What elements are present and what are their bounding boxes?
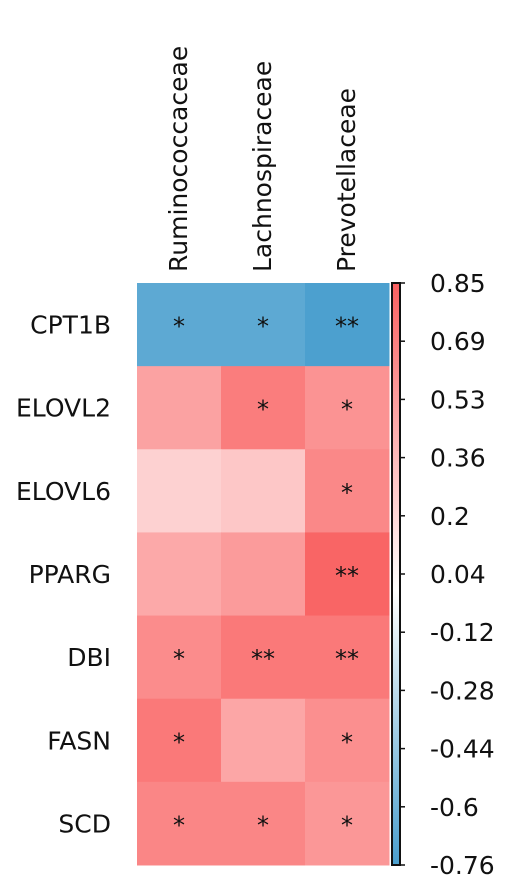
significance-marker: * [173, 728, 185, 756]
row-label: FASN [47, 726, 111, 755]
heatmap-cell-cpt1b-prevotellaceae [305, 283, 390, 367]
column-label: Lachnospiraceae [248, 61, 277, 272]
heatmap-cell-elovl2-ruminococcaceae [137, 366, 222, 450]
significance-marker: * [341, 728, 353, 756]
heatmap-cell-elovl2-lachnospiraceae [221, 366, 306, 450]
heatmap-cell-dbi-ruminococcaceae [137, 615, 222, 700]
column-labels: Ruminococcaceae Lachnospiraceae Prevotella… [164, 46, 361, 272]
significance-marker: * [257, 811, 269, 839]
significance-marker: * [173, 645, 185, 673]
colorbar-tick-label: 0.36 [430, 444, 486, 473]
row-labels: CPT1B ELOVL2 ELOVL6 PPARG DBI FASN SCD [16, 311, 111, 839]
column-label: Ruminococcaceae [164, 46, 193, 272]
colorbar-tick-label: 0.53 [430, 385, 486, 414]
colorbar-tick-label: 0.04 [430, 560, 486, 589]
significance-marker: ** [335, 562, 359, 590]
heatmap-cell-dbi-prevotellaceae [305, 615, 390, 700]
colorbar-tick-label: 0.85 [430, 269, 486, 298]
colorbar-tick-label: -0.44 [430, 735, 495, 764]
heatmap-cell-dbi-lachnospiraceae [221, 615, 306, 700]
significance-markers: * * *** ***** ** *** ** * * [173, 313, 359, 840]
colorbar: 0.85 0.69 0.53 0.36 0.2 0.04 -0.12 -0.28 -0.44 -0… [391, 269, 495, 880]
heatmap-cell-pparg-ruminococcaceae [137, 532, 222, 617]
significance-marker: ** [251, 645, 275, 673]
heatmap-cell-fasn-lachnospiraceae [221, 698, 306, 783]
heatmap-cell-pparg-lachnospiraceae [221, 532, 306, 617]
heatmap-cell-elovl6-lachnospiraceae [221, 449, 306, 533]
colorbar-tick-label: 0.69 [430, 327, 486, 356]
colorbar-ticks: 0.85 0.69 0.53 0.36 0.2 0.04 -0.12 -0.28 -0.44 -0… [400, 269, 495, 880]
row-label: PPARG [29, 560, 111, 589]
significance-marker: * [257, 313, 269, 341]
significance-marker: ** [335, 645, 359, 673]
significance-marker: * [341, 396, 353, 424]
heatmap-cell-elovl6-prevotellaceae [305, 449, 390, 533]
colorbar-tick-label: -0.12 [430, 618, 495, 647]
heatmap-cell-elovl6-ruminococcaceae [137, 449, 222, 533]
row-label: SCD [58, 809, 111, 838]
row-label: ELOVL6 [16, 477, 111, 506]
colorbar-tick-label: -0.28 [430, 676, 495, 705]
row-label: DBI [67, 643, 111, 672]
heatmap-cell-elovl2-prevotellaceae [305, 366, 390, 450]
significance-marker: ** [335, 313, 359, 341]
heatmap-cell-fasn-ruminococcaceae [137, 698, 222, 783]
significance-marker: * [257, 396, 269, 424]
row-label: CPT1B [30, 311, 111, 340]
heatmap-cell-scd-ruminococcaceae [137, 781, 222, 866]
significance-marker: * [173, 313, 185, 341]
colorbar-tick-label: -0.6 [430, 793, 479, 822]
significance-marker: * [341, 479, 353, 507]
heatmap-cell-cpt1b-ruminococcaceae [137, 283, 222, 367]
colorbar-gradient [391, 282, 401, 866]
heatmap-cell-fasn-prevotellaceae [305, 698, 390, 783]
row-label: ELOVL2 [16, 394, 111, 423]
heatmap-cell-pparg-prevotellaceae [305, 532, 390, 617]
colorbar-tick-label: 0.2 [430, 502, 470, 531]
heatmap-cell-cpt1b-lachnospiraceae [221, 283, 306, 367]
column-label: Prevotellaceae [332, 88, 361, 272]
heatmap-cell-scd-prevotellaceae [305, 781, 390, 866]
colorbar-tick-label: -0.76 [430, 851, 495, 880]
heatmap-cells [137, 283, 390, 866]
heatmap-cell-scd-lachnospiraceae [221, 781, 306, 866]
significance-marker: * [173, 811, 185, 839]
significance-marker: * [341, 811, 353, 839]
